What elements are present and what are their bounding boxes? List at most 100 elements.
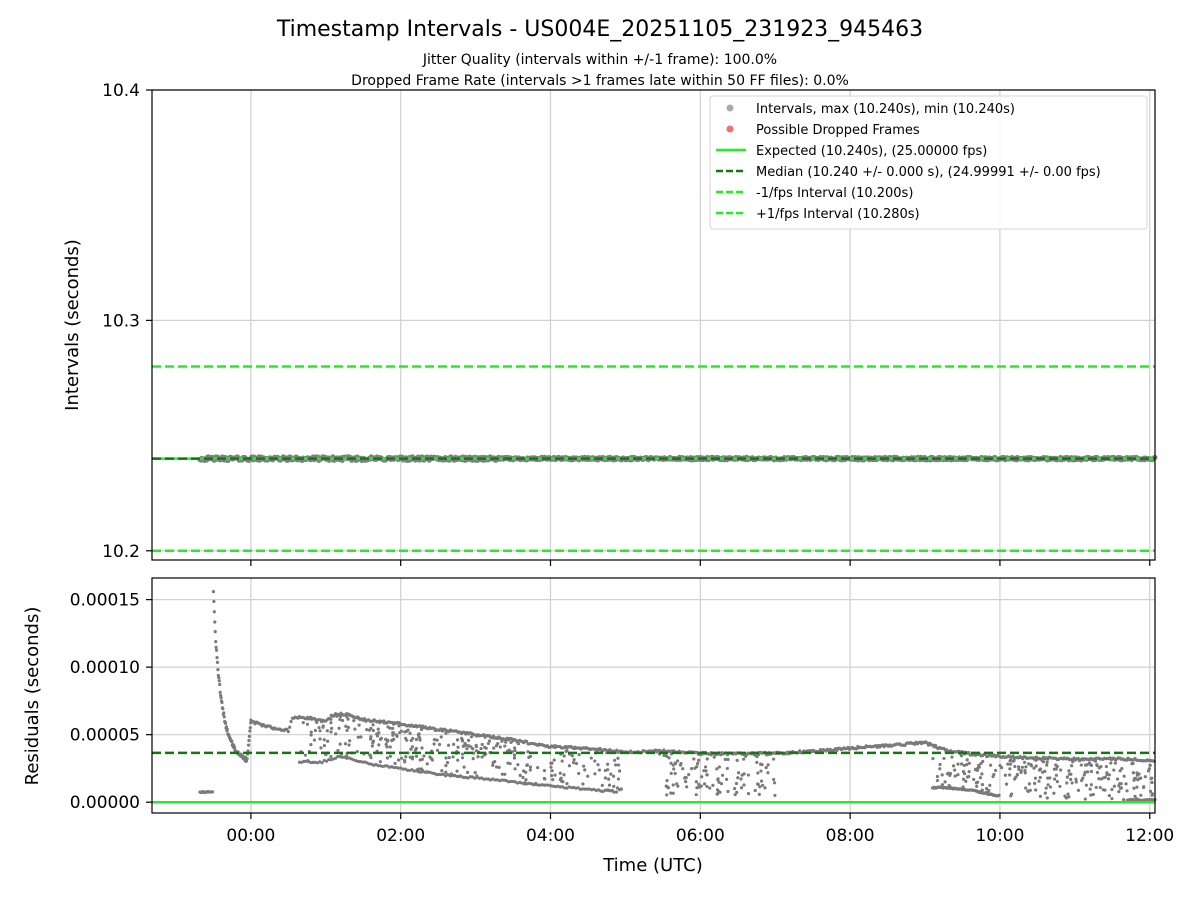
residual-point xyxy=(378,721,382,725)
residual-point xyxy=(723,757,727,761)
residual-point xyxy=(931,757,935,761)
legend-marker xyxy=(726,104,734,112)
residual-point xyxy=(1069,772,1073,776)
residual-point xyxy=(665,779,669,783)
residual-point xyxy=(1117,784,1121,788)
residual-point xyxy=(702,769,706,773)
residual-point xyxy=(456,758,460,762)
residual-point xyxy=(671,791,675,795)
residual-point xyxy=(705,784,709,789)
residual-point xyxy=(359,735,363,739)
residual-point xyxy=(439,735,443,739)
residual-point xyxy=(755,760,759,764)
residual-point xyxy=(1076,788,1081,793)
residual-point xyxy=(455,769,459,773)
intervals-reference-lines xyxy=(152,365,1155,553)
residual-point xyxy=(991,774,995,779)
residual-point xyxy=(303,753,307,757)
x-tick-label: 06:00 xyxy=(676,826,725,846)
residual-point xyxy=(993,768,998,773)
residual-point xyxy=(961,777,966,781)
residual-point xyxy=(1082,773,1086,777)
residual-point xyxy=(409,747,413,751)
residual-point xyxy=(695,761,700,766)
residual-point xyxy=(1089,763,1094,767)
residual-point xyxy=(437,772,441,777)
residual-point xyxy=(435,738,439,742)
residual-point xyxy=(329,726,334,730)
residual-point xyxy=(289,719,293,724)
residual-point xyxy=(403,760,407,764)
residual-point xyxy=(1110,787,1114,792)
residual-point xyxy=(593,772,597,776)
residual-point xyxy=(406,728,410,732)
residual-point xyxy=(309,733,313,737)
residual-point xyxy=(1135,771,1139,775)
residual-point xyxy=(708,786,712,790)
residual-point xyxy=(382,721,386,725)
legend-label: Expected (10.240s), (25.00000 fps) xyxy=(756,144,987,159)
residual-point xyxy=(320,761,324,765)
residual-point xyxy=(1053,777,1057,781)
residual-point xyxy=(217,675,221,680)
residual-point xyxy=(565,782,569,786)
residual-point xyxy=(1094,785,1098,790)
legend-item: Intervals, max (10.240s), min (10.240s) xyxy=(726,102,1015,117)
residual-point xyxy=(697,758,701,762)
residual-point xyxy=(1097,777,1101,781)
residual-point xyxy=(210,790,215,794)
residual-point xyxy=(1063,794,1067,798)
intervals-y-tick-label: 10.3 xyxy=(102,311,140,331)
residual-point xyxy=(224,725,229,729)
residual-point xyxy=(302,759,306,763)
residual-point xyxy=(705,757,709,761)
residual-point xyxy=(391,726,395,730)
residual-point xyxy=(1045,796,1049,800)
residual-point xyxy=(496,742,500,746)
residual-point xyxy=(1083,797,1087,801)
residual-point xyxy=(685,785,689,789)
residual-point xyxy=(665,793,669,797)
residual-point xyxy=(384,742,388,746)
residual-point xyxy=(583,768,587,772)
residual-point xyxy=(447,755,451,760)
residual-point xyxy=(1052,791,1056,795)
residual-point xyxy=(718,790,722,794)
residual-point xyxy=(357,717,361,721)
residual-point xyxy=(1150,793,1154,797)
residual-point xyxy=(589,756,593,760)
residual-point xyxy=(940,783,945,787)
residual-point xyxy=(619,787,624,791)
residual-point xyxy=(959,762,964,766)
residual-point xyxy=(1048,785,1053,789)
residual-point xyxy=(938,767,942,771)
residual-point xyxy=(214,648,219,652)
residual-point xyxy=(543,777,547,781)
residual-point xyxy=(329,730,333,734)
residual-point xyxy=(964,779,968,783)
residual-point xyxy=(687,773,691,777)
residual-point xyxy=(1086,770,1090,774)
residual-point xyxy=(392,731,396,735)
residual-point xyxy=(1003,773,1007,777)
residual-point xyxy=(673,771,677,776)
residual-point xyxy=(524,778,528,782)
residual-point xyxy=(315,720,319,724)
residual-point xyxy=(757,792,761,796)
residual-point xyxy=(1006,762,1010,766)
residual-point xyxy=(456,745,460,749)
residual-point xyxy=(1029,764,1034,768)
residual-point xyxy=(482,733,486,737)
residual-point xyxy=(1122,798,1126,802)
residual-point xyxy=(694,780,698,784)
residual-point xyxy=(312,738,317,742)
residual-point xyxy=(1034,788,1038,792)
residual-point xyxy=(1044,786,1048,790)
residual-point xyxy=(959,754,964,758)
residual-point xyxy=(739,777,743,781)
residual-point xyxy=(1065,781,1069,785)
residual-point xyxy=(288,725,292,729)
residual-point xyxy=(230,739,234,743)
residual-point xyxy=(444,770,448,774)
residuals-grid xyxy=(152,578,1155,813)
